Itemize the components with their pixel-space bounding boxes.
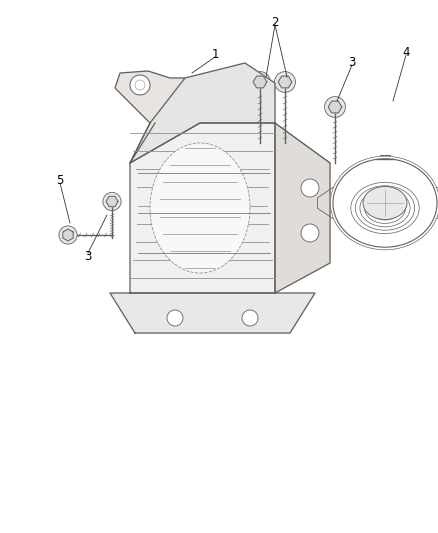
Circle shape [301,179,319,197]
Ellipse shape [363,187,407,220]
Polygon shape [110,293,315,333]
Circle shape [59,226,77,244]
Circle shape [250,71,270,92]
Polygon shape [106,196,118,207]
Circle shape [301,224,319,242]
Ellipse shape [150,143,250,273]
Text: 1: 1 [211,47,219,61]
Polygon shape [328,101,342,113]
Circle shape [275,71,295,92]
Polygon shape [278,76,292,88]
Polygon shape [253,76,267,88]
Text: 4: 4 [402,45,410,59]
Circle shape [167,310,183,326]
Circle shape [130,75,150,95]
Text: 2: 2 [271,15,279,28]
Polygon shape [63,229,73,241]
Polygon shape [130,123,275,293]
Circle shape [325,96,346,117]
Polygon shape [275,123,330,293]
Polygon shape [115,71,185,123]
Circle shape [135,80,145,90]
Circle shape [242,310,258,326]
Text: 5: 5 [57,174,64,187]
Polygon shape [130,63,275,163]
Circle shape [103,192,121,211]
Text: 3: 3 [348,55,356,69]
Text: 3: 3 [84,249,92,262]
